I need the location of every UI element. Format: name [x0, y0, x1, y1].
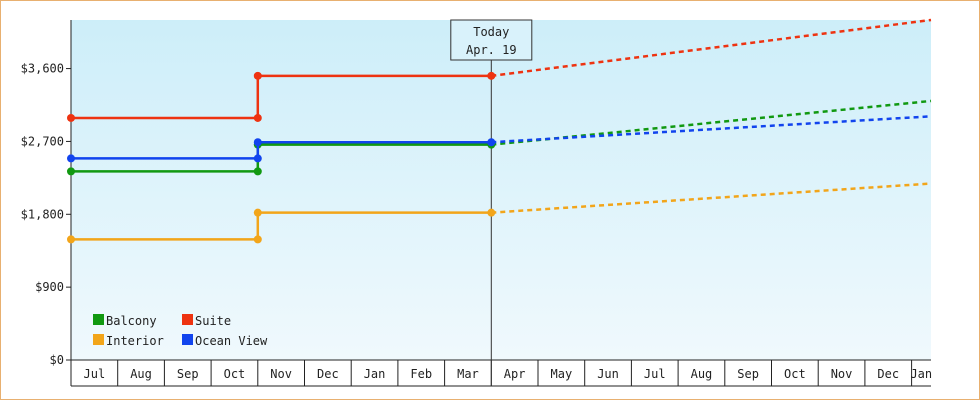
data-point	[487, 138, 496, 147]
x-tick-label: Aug	[130, 367, 152, 381]
series-line-interior	[71, 211, 492, 241]
legend-swatch	[182, 314, 193, 325]
x-tick-label: Dec	[317, 367, 339, 381]
data-point	[253, 113, 262, 122]
data-point	[67, 235, 75, 244]
x-tick-label: Aug	[691, 367, 713, 381]
x-tick-label: Nov	[831, 367, 853, 381]
x-tick-label: May	[551, 367, 573, 381]
x-tick-label: Feb	[410, 367, 432, 381]
y-tick-label: $0	[50, 353, 64, 367]
x-tick-label: Jul	[84, 367, 106, 381]
x-tick-label: Sep	[737, 367, 759, 381]
x-tick-label: Oct	[784, 367, 806, 381]
data-point	[253, 138, 262, 147]
x-tick-label: Jan	[364, 367, 386, 381]
x-tick-label: Mar	[457, 367, 479, 381]
today-label-line1: Today	[473, 25, 509, 39]
series-line-ocean-view	[71, 140, 492, 160]
today-label-line2: Apr. 19	[466, 43, 517, 57]
x-tick-label: Apr	[504, 367, 526, 381]
legend-label: Interior	[106, 334, 164, 348]
series-forecast-interior	[491, 182, 932, 214]
x-tick-label: Jan	[910, 367, 932, 381]
x-tick-label: Nov	[270, 367, 292, 381]
data-point	[253, 208, 262, 217]
x-tick-label: Jun	[597, 367, 619, 381]
legend-swatch	[93, 334, 104, 345]
series-forecast-suite	[491, 18, 932, 78]
plot-background	[71, 20, 931, 360]
data-point	[253, 154, 262, 163]
data-point	[253, 71, 262, 80]
legend-swatch	[182, 334, 193, 345]
x-tick-label: Oct	[224, 367, 246, 381]
data-point	[487, 71, 496, 80]
y-tick-label: $900	[35, 280, 64, 294]
legend-swatch	[93, 314, 104, 325]
today-label-box	[450, 19, 533, 61]
data-point	[253, 167, 262, 176]
y-tick-label: $2,700	[21, 134, 64, 148]
data-point	[253, 235, 262, 244]
legend-label: Suite	[195, 314, 231, 328]
x-tick-label: Jul	[644, 367, 666, 381]
x-tick-label: Dec	[877, 367, 899, 381]
data-point	[487, 208, 496, 217]
series-forecast-ocean-view	[491, 115, 932, 144]
series-line-suite	[71, 74, 492, 120]
y-tick-label: $3,600	[21, 62, 64, 76]
data-point	[67, 113, 75, 122]
legend-label: Ocean View	[195, 334, 268, 348]
legend-label: Balcony	[106, 314, 157, 328]
y-tick-label: $1,800	[21, 207, 64, 221]
data-point	[67, 167, 75, 176]
x-tick-label: Sep	[177, 367, 199, 381]
data-point	[67, 154, 75, 163]
